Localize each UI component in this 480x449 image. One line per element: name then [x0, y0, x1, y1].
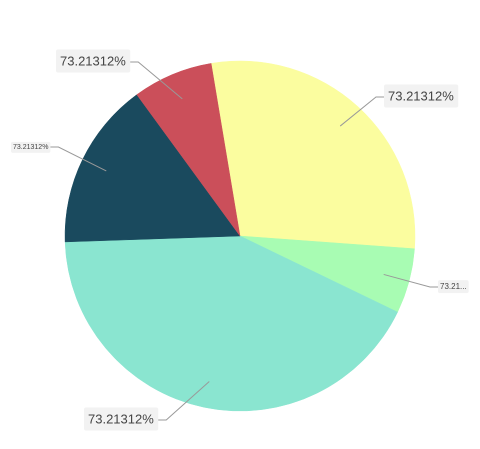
slice-label-text: 73.21312%	[88, 411, 154, 426]
leader-line	[339, 96, 384, 127]
labels: 73.21312% 73.21... 73.21312% 73.21312% 73.21…	[11, 49, 469, 431]
label-box	[84, 407, 159, 431]
pie-slice	[64, 235, 398, 412]
label-box	[438, 280, 469, 294]
slice-label-text: 73.21312%	[388, 88, 454, 103]
slice-label: 73.21312%	[339, 84, 459, 127]
label-box	[56, 49, 131, 73]
label-box	[11, 141, 51, 153]
leader-line	[158, 381, 210, 421]
leader-line	[50, 146, 107, 172]
slice-label: 73.21312%	[84, 381, 210, 431]
pie-slice	[210, 60, 416, 250]
slice-label: 73.21...	[383, 273, 469, 294]
leader-line	[130, 61, 183, 100]
slice-label-text: 73.21...	[440, 282, 467, 291]
slice-label: 73.21312%	[56, 49, 183, 100]
pie-slice	[136, 63, 241, 237]
slice-label-text: 73.21312%	[60, 53, 126, 68]
slice-label: 73.21312%	[11, 141, 107, 172]
leader-line	[383, 273, 438, 288]
label-box	[384, 84, 459, 108]
slice-label-text: 73.21312%	[13, 144, 48, 151]
